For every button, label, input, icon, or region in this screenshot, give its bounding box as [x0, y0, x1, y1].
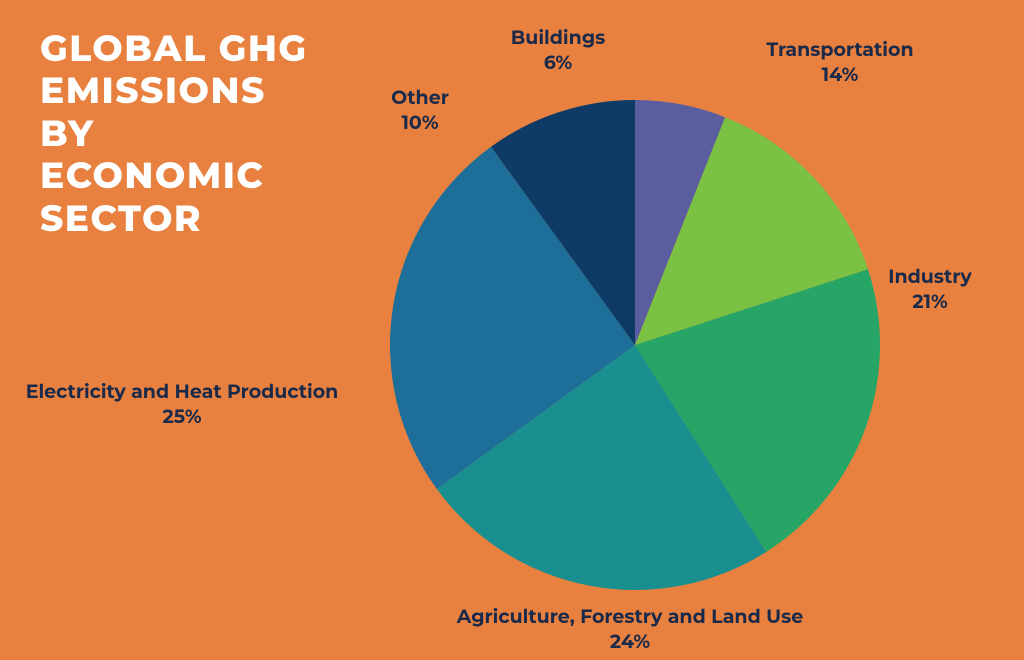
chart-title: GLOBAL GHG EMISSIONS BY ECONOMIC SECTOR — [40, 28, 308, 240]
slice-label: Buildings6% — [511, 26, 606, 74]
slice-label-name: Other — [391, 86, 449, 109]
slice-label-pct: 10% — [391, 111, 449, 134]
pie-chart — [390, 100, 880, 595]
slice-label: Transportation14% — [766, 38, 913, 86]
slice-label-pct: 25% — [26, 405, 339, 428]
slice-label-name: Electricity and Heat Production — [26, 380, 339, 403]
slice-label-name: Transportation — [766, 38, 913, 61]
slice-label-name: Agriculture, Forestry and Land Use — [457, 605, 803, 628]
slice-label-pct: 24% — [457, 630, 803, 653]
slice-label-pct: 6% — [511, 51, 606, 74]
slice-label: Other10% — [391, 86, 449, 134]
slice-label-pct: 14% — [766, 63, 913, 86]
slice-label: Industry21% — [888, 265, 972, 313]
slice-label-name: Buildings — [511, 26, 606, 49]
slice-label-name: Industry — [888, 265, 972, 288]
slice-label: Electricity and Heat Production25% — [26, 380, 339, 428]
pie-svg — [390, 100, 880, 590]
slice-label-pct: 21% — [888, 290, 972, 313]
slice-label: Agriculture, Forestry and Land Use24% — [457, 605, 803, 653]
